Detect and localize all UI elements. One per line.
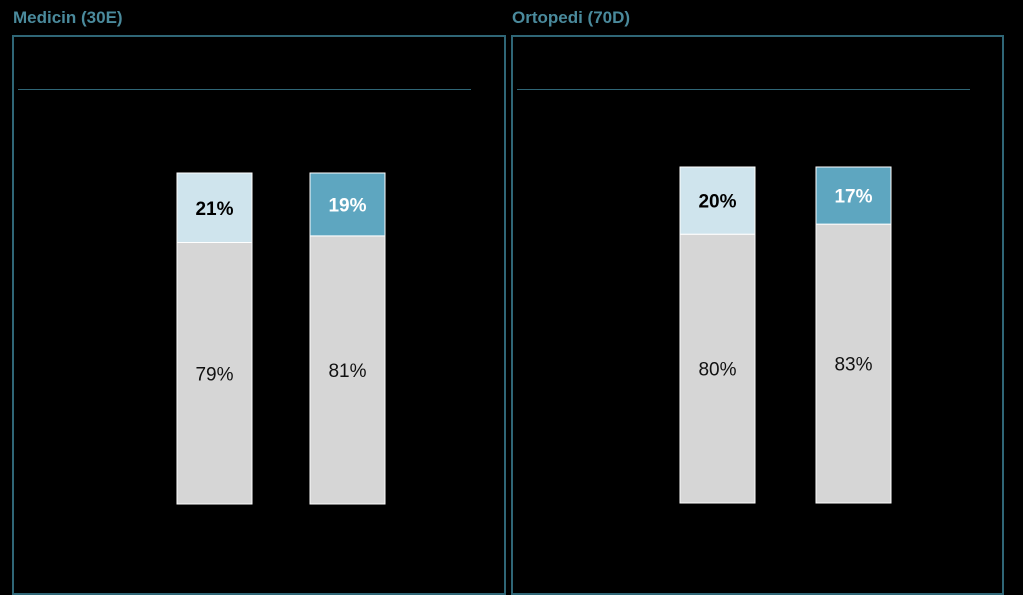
panel-divider (18, 89, 471, 90)
bar-segment-bottom (176, 242, 253, 505)
data-label: 17% (834, 187, 872, 208)
bar-segment-top (309, 172, 386, 237)
bar-segment-bottom (815, 223, 892, 504)
bar-segment-bottom (679, 233, 756, 504)
bar-segment-top (679, 166, 756, 235)
data-label: 19% (328, 195, 366, 216)
panel-divider (517, 89, 970, 90)
panel-title-ortopedi: Ortopedi (70D) (512, 8, 631, 27)
data-label: 81% (328, 361, 366, 382)
data-label: 83% (834, 355, 872, 376)
bar-segment-top (176, 172, 253, 244)
data-label: 79% (195, 364, 233, 385)
data-label: 20% (698, 192, 736, 213)
data-label: 80% (698, 360, 736, 381)
panel-title-medicin: Medicin (30E) (13, 8, 123, 27)
data-label: 21% (195, 199, 233, 220)
bar-segment-bottom (309, 235, 386, 505)
bar-segment-top (815, 166, 892, 225)
